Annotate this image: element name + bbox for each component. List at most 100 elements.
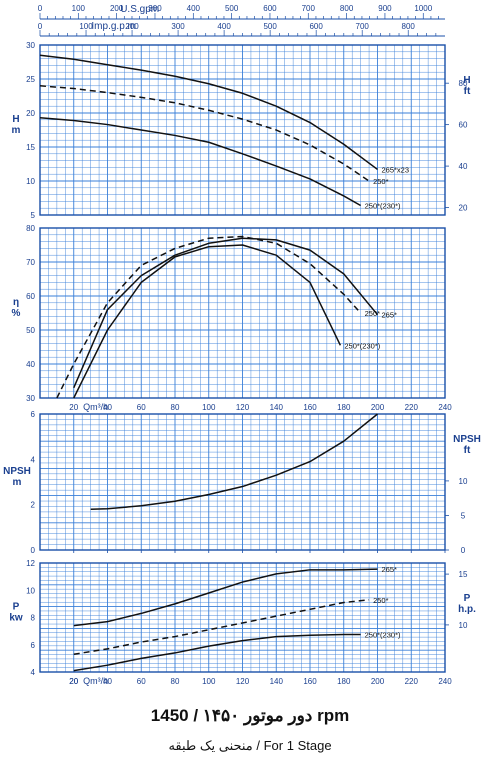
series-label: 250* — [373, 177, 389, 186]
y-tick-label: 40 — [26, 360, 35, 369]
series-label: 265* — [382, 311, 398, 320]
y-tick-label: 30 — [26, 394, 35, 403]
series-label: 265* — [382, 565, 398, 574]
x-tick-label: 160 — [303, 677, 317, 686]
y-axis-label: % — [12, 308, 21, 319]
usgpm-tick-label: 0 — [38, 4, 43, 13]
usgpm-tick-label: 600 — [263, 4, 277, 13]
impgpm-tick-label: 300 — [171, 22, 185, 31]
y-tick-label: 6 — [31, 410, 36, 419]
y-tick-label: 30 — [26, 41, 35, 50]
impgpm-tick-label: 800 — [402, 22, 416, 31]
usgpm-tick-label: 700 — [302, 4, 316, 13]
usgpm-axis-label: U.S.gpm — [120, 4, 159, 15]
x-axis-label: Qm³/h — [83, 676, 108, 686]
panel-frame — [39, 227, 446, 399]
x-tick-label: 180 — [337, 677, 351, 686]
x-tick-label: 80 — [171, 403, 180, 412]
y-tick-label: 4 — [31, 455, 36, 464]
usgpm-tick-label: 400 — [187, 4, 201, 13]
y-tick-label: 12 — [26, 559, 35, 568]
y-tick-label: 80 — [26, 224, 35, 233]
x-tick-label: 240 — [438, 677, 452, 686]
x-tick-label: 60 — [137, 403, 146, 412]
series-label: 250* — [373, 596, 389, 605]
y-tick-label: 6 — [31, 641, 36, 650]
y-right-axis-label: H — [463, 75, 470, 86]
series-line-npsh — [90, 413, 378, 510]
y-tick-label: 8 — [31, 614, 36, 623]
y-right-tick-label: 10 — [459, 621, 468, 630]
x-tick-label: 80 — [171, 677, 180, 686]
usgpm-tick-label: 100 — [72, 4, 86, 13]
series-line-power — [73, 633, 361, 672]
usgpm-tick-label: 900 — [378, 4, 392, 13]
series-label: 265*x23 — [382, 165, 410, 174]
series-label: 250* — [365, 309, 381, 318]
series-line-head — [39, 117, 361, 207]
y-axis-label: m — [12, 125, 21, 136]
usgpm-tick-label: 300 — [148, 4, 162, 13]
series-line-power — [73, 599, 370, 656]
impgpm-tick-label: 0 — [38, 22, 43, 31]
series-line-head — [39, 85, 370, 182]
y-tick-label: 5 — [31, 211, 36, 220]
series-label: 250*(230*) — [365, 201, 401, 210]
series-label: 250*(230*) — [344, 341, 380, 350]
impgpm-tick-label: 200 — [125, 22, 139, 31]
series-line-head — [39, 54, 378, 171]
impgpm-tick-label: 500 — [263, 22, 277, 31]
x-tick-label: 60 — [137, 677, 146, 686]
series-line-efficiency — [73, 244, 342, 399]
series-line-efficiency — [56, 235, 362, 399]
caption-stage: منحنی یک طبقه / For 1 Stage — [168, 738, 332, 753]
y-axis-label: kw — [9, 613, 23, 624]
y-right-tick-label: 60 — [459, 121, 468, 130]
y-axis-label: m — [13, 477, 22, 488]
x-tick-label: 20 — [69, 677, 78, 686]
usgpm-tick-label: 200 — [110, 4, 124, 13]
y-tick-label: 20 — [26, 109, 35, 118]
usgpm-tick-label: 800 — [340, 4, 354, 13]
y-axis-label: H — [12, 114, 19, 125]
x-tick-label: 220 — [405, 403, 419, 412]
y-tick-label: 15 — [26, 143, 35, 152]
y-right-tick-label: 80 — [459, 79, 468, 88]
x-tick-label: 20 — [69, 677, 78, 686]
x-tick-label: 180 — [337, 403, 351, 412]
x-tick-label: 120 — [236, 677, 250, 686]
usgpm-tick-label: 500 — [225, 4, 239, 13]
x-tick-label: 140 — [270, 403, 284, 412]
y-right-tick-label: 0 — [461, 546, 466, 555]
x-tick-label: 100 — [202, 403, 216, 412]
y-right-tick-label: 15 — [459, 570, 468, 579]
y-right-axis-label: ft — [464, 445, 471, 456]
y-tick-label: 2 — [31, 501, 36, 510]
y-right-axis-label: h.p. — [458, 604, 476, 615]
y-tick-label: 50 — [26, 326, 35, 335]
x-tick-label: 200 — [371, 403, 385, 412]
impgpm-tick-label: 400 — [217, 22, 231, 31]
x-tick-label: 240 — [438, 403, 452, 412]
series-line-power — [73, 568, 378, 627]
x-tick-label: 140 — [270, 677, 284, 686]
y-tick-label: 10 — [26, 586, 35, 595]
y-axis-label: η — [13, 297, 19, 308]
y-right-tick-label: 20 — [459, 204, 468, 213]
panel-frame — [39, 562, 446, 673]
x-tick-label: 160 — [303, 403, 317, 412]
x-axis-label: Qm³/h — [83, 402, 108, 412]
y-tick-label: 70 — [26, 258, 35, 267]
y-right-axis-label: ft — [464, 86, 471, 97]
y-axis-label: P — [13, 602, 20, 613]
y-right-tick-label: 10 — [459, 477, 468, 486]
x-tick-label: 120 — [236, 403, 250, 412]
panel-frame — [39, 44, 446, 216]
x-tick-label: 100 — [202, 677, 216, 686]
caption-rpm: دور موتور ۱۴۵۰ / 1450 rpm — [150, 706, 350, 725]
series-label: 250*(230*) — [365, 631, 401, 640]
impgpm-tick-label: 700 — [356, 22, 370, 31]
x-tick-label: 20 — [69, 403, 78, 412]
x-tick-label: 40 — [103, 677, 112, 686]
impgpm-axis-label: Imp.g.p.m — [91, 21, 135, 32]
